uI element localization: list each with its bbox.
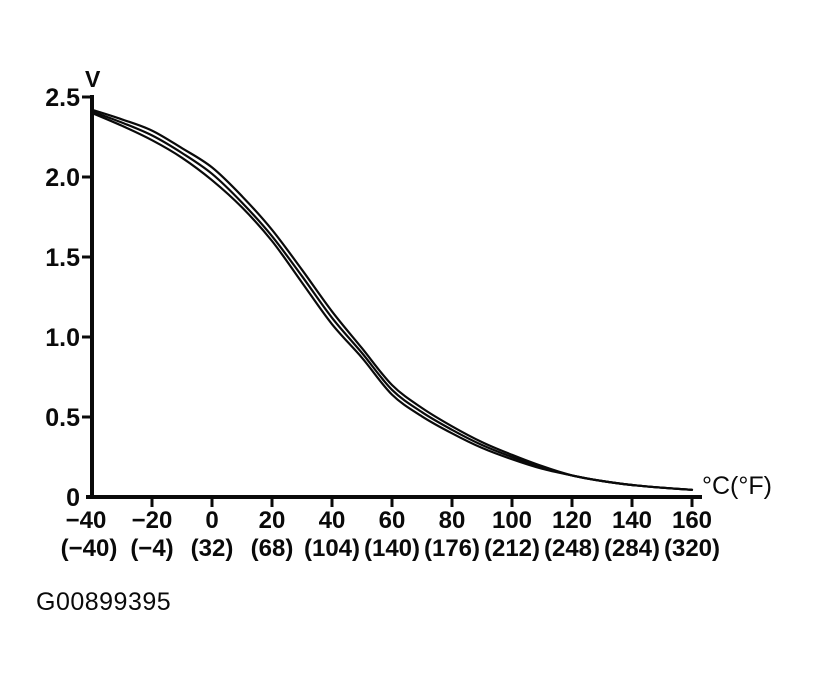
x-tick-label-fahrenheit: (−4) [130, 535, 173, 562]
x-tick-label-fahrenheit: (68) [251, 535, 294, 562]
x-tick-label-celsius: 120 [552, 507, 592, 534]
x-tick-label-celsius: −20 [132, 507, 173, 534]
x-tick-label-fahrenheit: (104) [304, 535, 360, 562]
y-tick-label: 2.5 [45, 84, 80, 112]
x-tick-label-fahrenheit: (212) [484, 535, 540, 562]
curve-lower-limit [90, 111, 694, 491]
x-tick-label-celsius: 40 [319, 507, 346, 534]
x-tick-label-celsius: 80 [439, 507, 466, 534]
x-tick-label-fahrenheit: (140) [364, 535, 420, 562]
x-tick-label-celsius: 140 [612, 507, 652, 534]
x-tick-label-celsius: 60 [379, 507, 406, 534]
curve-upper-limit [90, 108, 694, 491]
curve-nominal [90, 110, 694, 491]
x-tick-label-fahrenheit: (248) [544, 535, 600, 562]
x-tick-label-celsius: 160 [672, 507, 712, 534]
y-tick-label: 0.5 [45, 404, 80, 432]
x-tick-label-fahrenheit: (320) [664, 535, 720, 562]
x-tick-label-fahrenheit: (176) [424, 535, 480, 562]
figure-id: G00899395 [36, 588, 172, 616]
x-tick-label-fahrenheit: (32) [191, 535, 234, 562]
x-tick-label-celsius: 20 [259, 507, 286, 534]
x-tick-label-celsius: −40 [66, 507, 107, 534]
y-tick-label: 0 [66, 484, 80, 512]
y-axis-unit-label: V [85, 66, 101, 92]
x-tick-label-fahrenheit: (−40) [61, 535, 118, 562]
x-tick-label-celsius: 100 [492, 507, 532, 534]
x-tick-label-fahrenheit: (284) [604, 535, 660, 562]
x-axis-unit-label: °C(°F) [702, 472, 772, 500]
x-tick-label-celsius: 0 [205, 507, 218, 534]
y-tick-label: 2.0 [45, 164, 80, 192]
y-tick-label: 1.5 [45, 244, 80, 272]
y-tick-label: 1.0 [45, 324, 80, 352]
